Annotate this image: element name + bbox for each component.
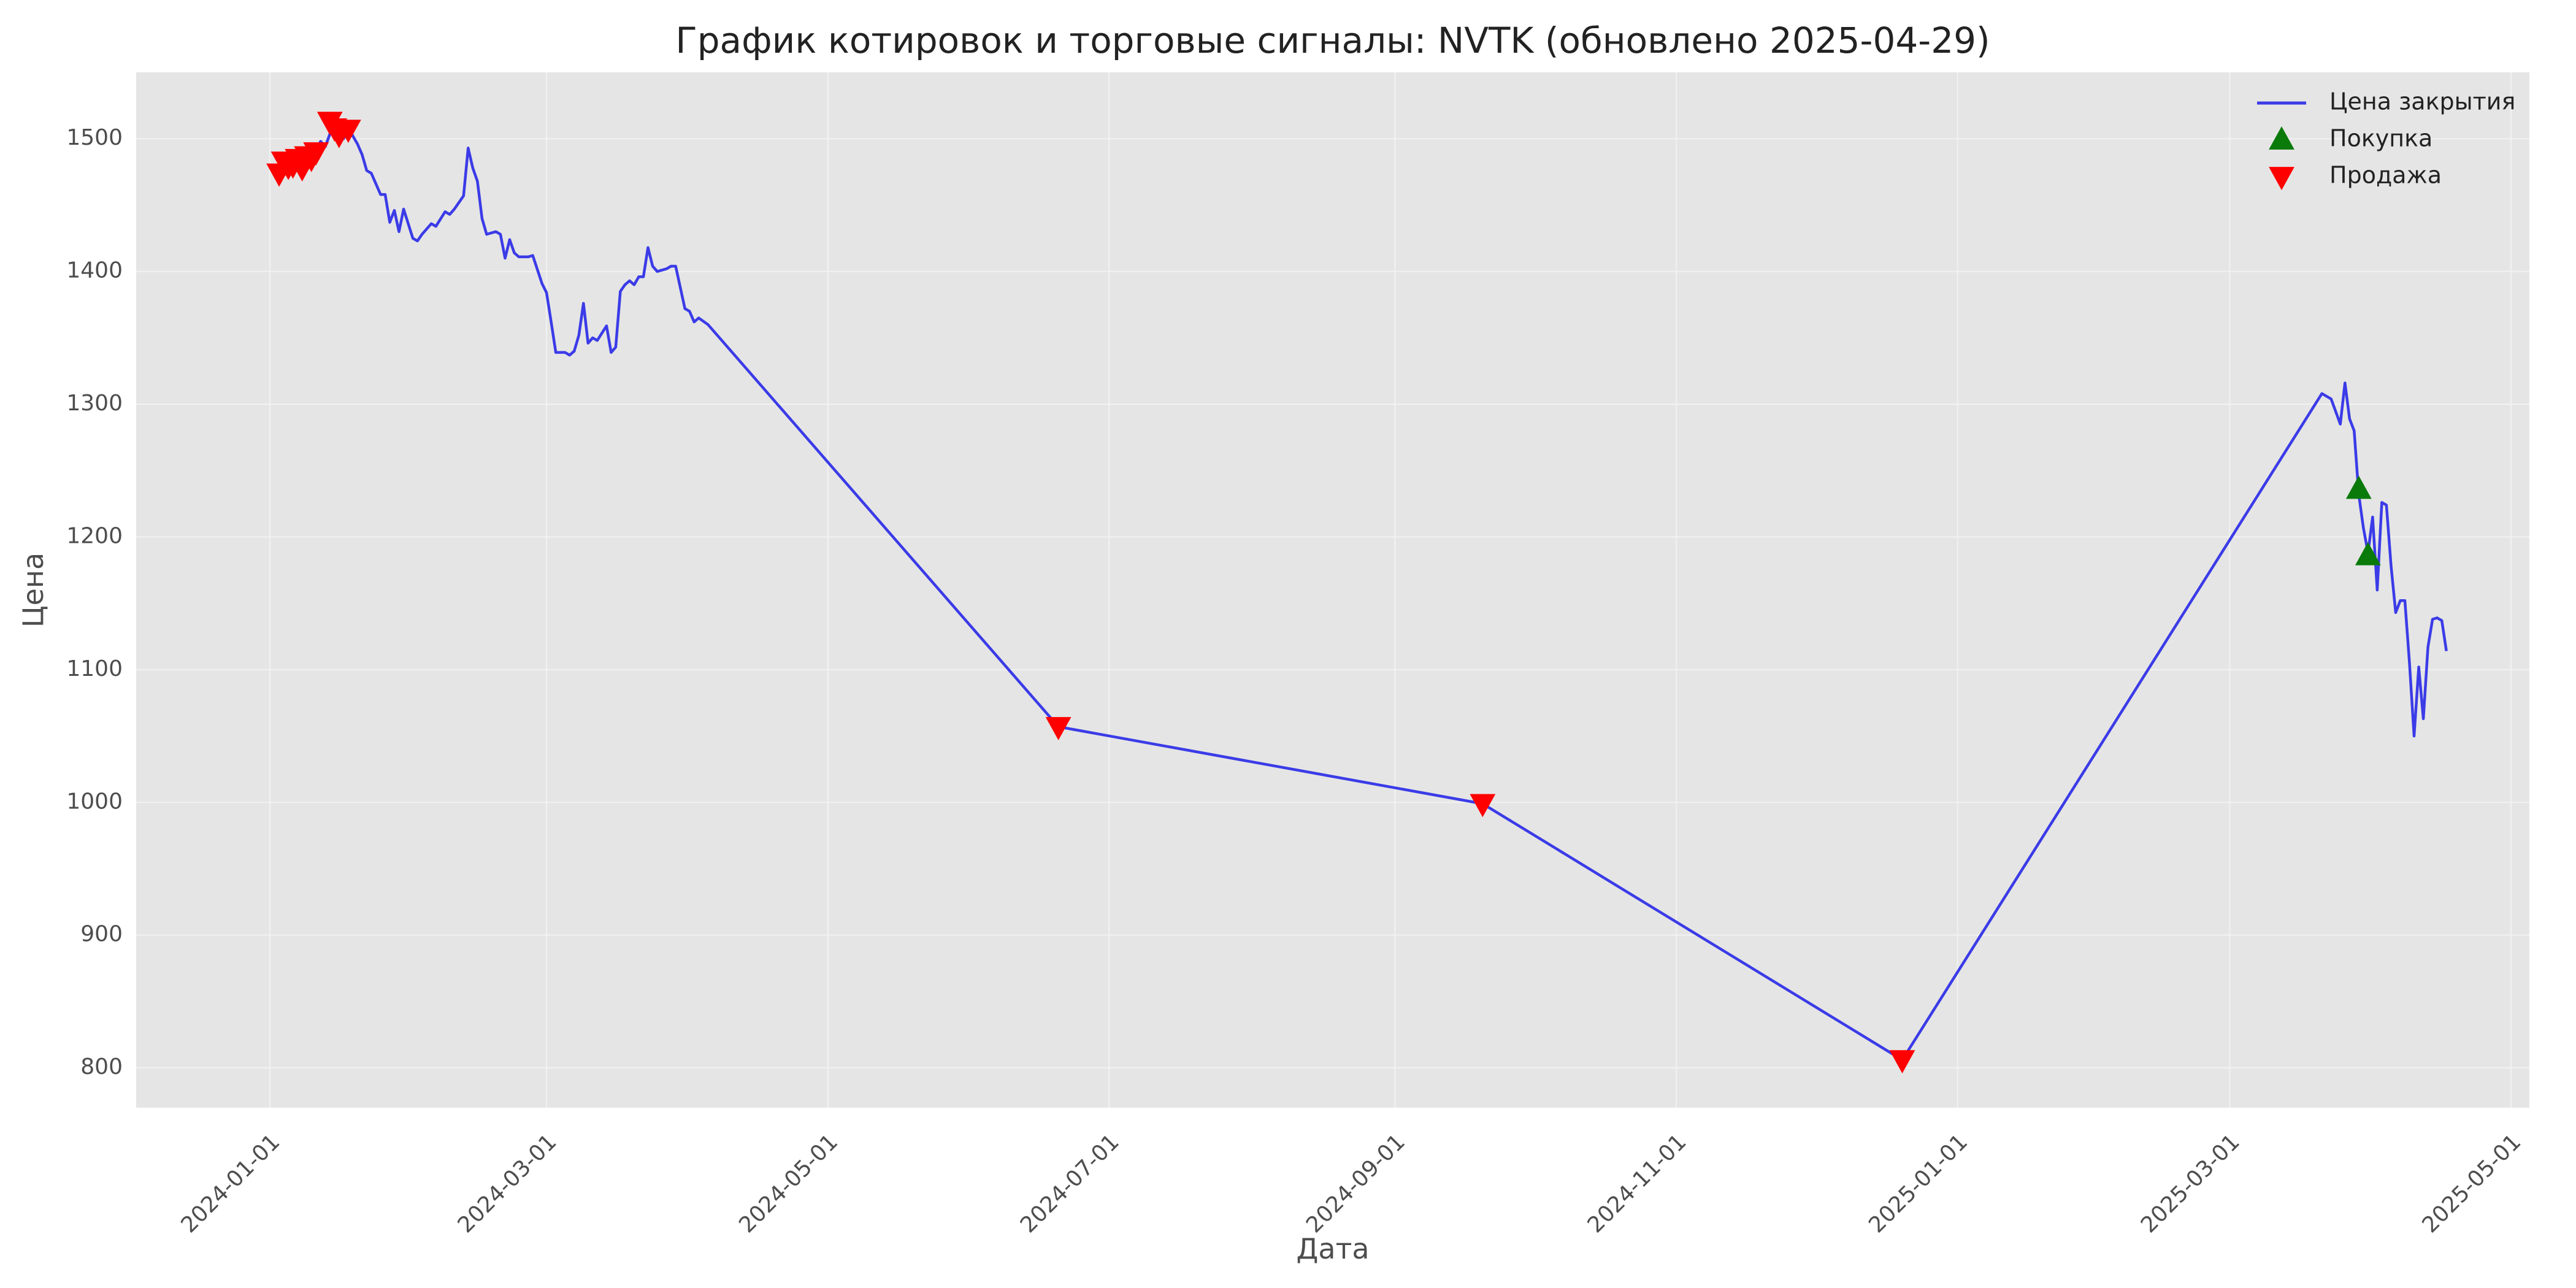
y-tick-label: 1100 [66,656,123,681]
sell-signal-marker [1470,794,1496,818]
y-tick-label: 1000 [66,789,123,814]
plot-area [136,72,2529,1108]
buy-signal-marker [2355,542,2381,565]
legend-item-sell: Продажа [2269,162,2442,190]
y-tick-label: 800 [80,1054,123,1079]
sell-signal-marker [1889,1050,1915,1074]
legend-buy-marker [2269,126,2294,150]
x-tick-label: 2024-11-01 [1583,1129,1692,1238]
legend: Цена закрытия Покупка Продажа [2257,88,2515,190]
y-axis-title: Цена [17,553,50,627]
x-tick-label: 2024-05-01 [734,1129,843,1238]
close-price-line [278,120,2448,1062]
legend-sell-marker [2269,167,2294,190]
series-layer [266,112,2448,1074]
sell-signal-marker [1045,717,1071,740]
x-tick-label: 2025-03-01 [2136,1129,2245,1238]
x-tick-label: 2024-01-01 [177,1129,285,1238]
legend-label-sell: Продажа [2329,162,2442,189]
y-axis-ticks: 800 900 1000 1100 1200 1300 1400 1500 [66,125,123,1079]
buy-signal-marker [2345,475,2372,499]
grid-lines [136,72,2529,1108]
legend-item-close: Цена закрытия [2257,88,2515,115]
chart-title: График котировок и торговые сигналы: NVT… [675,20,1990,61]
legend-label-close: Цена закрытия [2329,88,2515,115]
legend-item-buy: Покупка [2269,125,2432,152]
y-tick-label: 1300 [66,391,123,416]
y-tick-label: 1200 [66,523,123,548]
x-tick-label: 2024-09-01 [1301,1129,1410,1238]
x-tick-label: 2025-01-01 [1864,1129,1972,1238]
x-tick-label: 2024-03-01 [453,1129,562,1238]
y-tick-label: 900 [80,922,123,947]
y-tick-label: 1500 [66,125,123,150]
legend-label-buy: Покупка [2329,125,2432,152]
x-axis-ticks: 2024-01-01 2024-03-01 2024-05-01 2024-07-01… [177,1129,2526,1238]
sell-signal-marker [303,142,329,166]
x-tick-label: 2024-07-01 [1016,1129,1124,1238]
x-axis-title: Дата [1296,1232,1369,1265]
x-tick-label: 2025-05-01 [2417,1129,2526,1238]
sell-signal-marker [335,120,361,144]
y-tick-label: 1400 [66,258,123,283]
